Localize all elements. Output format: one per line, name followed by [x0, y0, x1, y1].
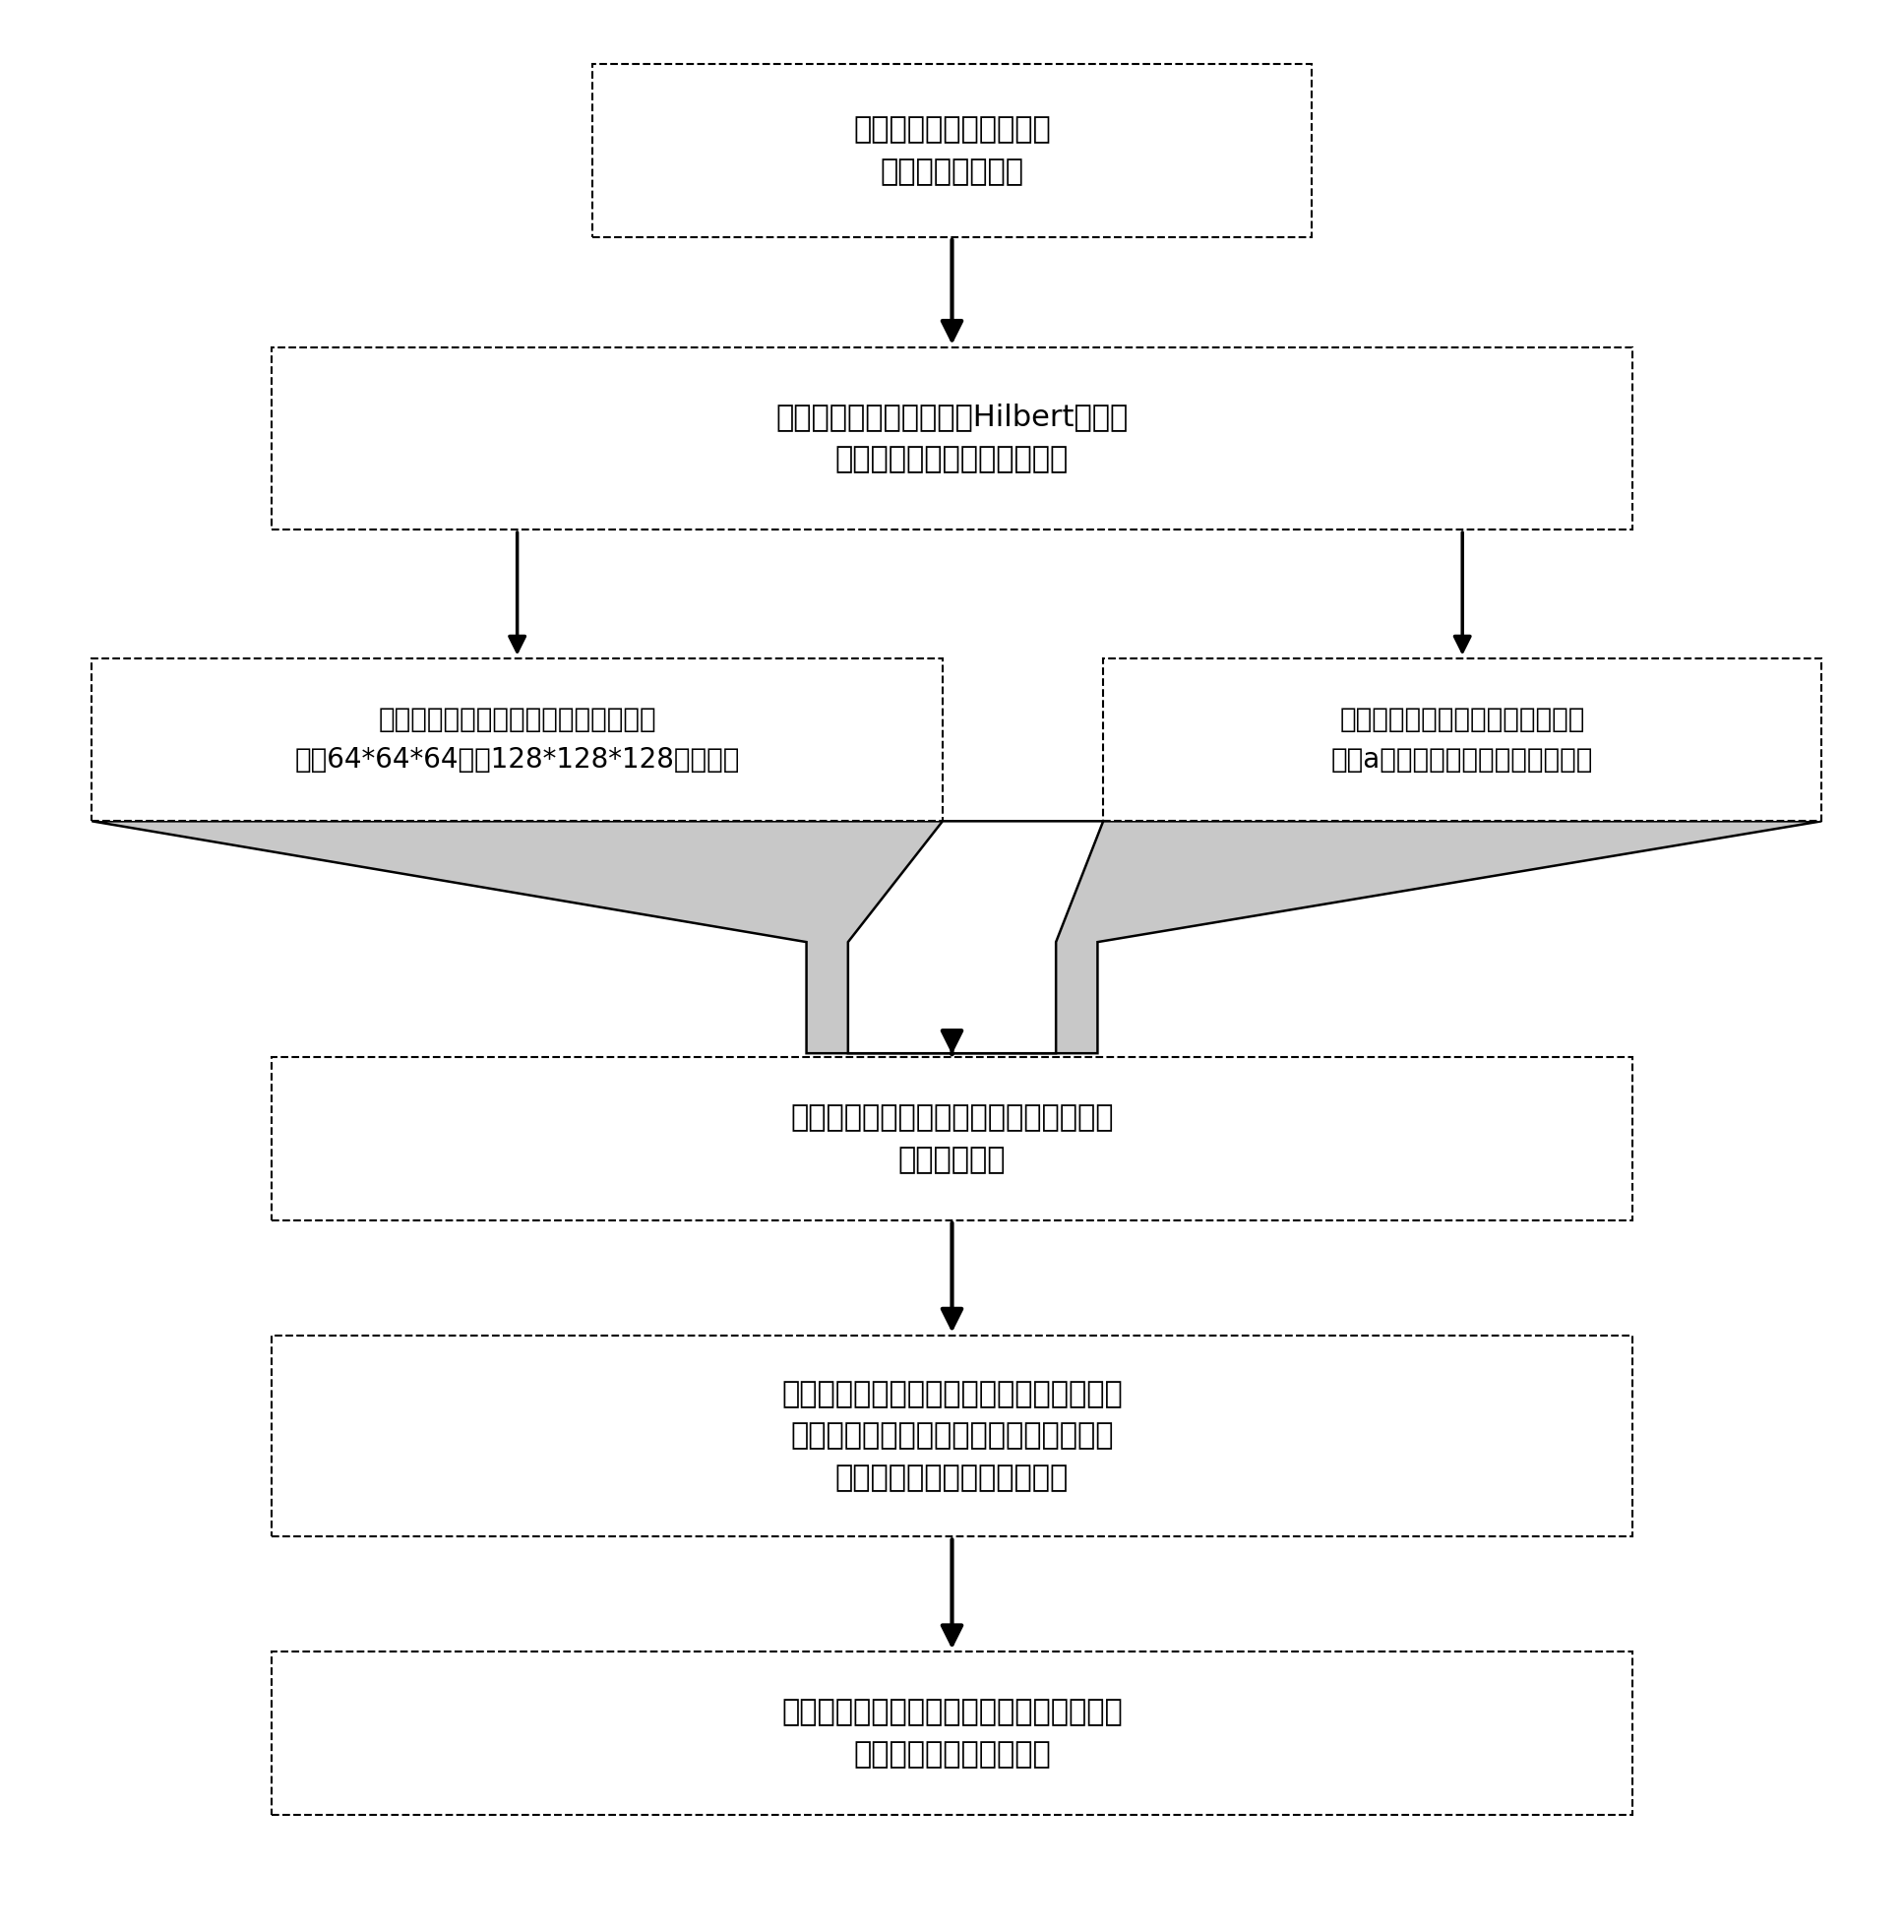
Text: 依据不连续的尺度及地质目标选择
尺度a以及倾角及方位角的搜索范围: 依据不连续的尺度及地质目标选择 尺度a以及倾角及方位角的搜索范围 — [1331, 705, 1594, 773]
Polygon shape — [91, 821, 1822, 1053]
Text: 依据每个三维相位余弦数据体子块的三维小
波变换系数模给出地震资料的不连续性度
量，得到分块不连续性数据体: 依据每个三维相位余弦数据体子块的三维小 波变换系数模给出地震资料的不连续性度 量… — [781, 1379, 1123, 1492]
Bar — [91, 659, 942, 821]
Bar — [592, 64, 1312, 238]
Text: 地震数据的采集及预处理
得到三维地震数据: 地震数据的采集及预处理 得到三维地震数据 — [853, 116, 1051, 185]
Text: 对每个三维相位余弦数据体子块进行三维
连续小波变换: 对每个三维相位余弦数据体子块进行三维 连续小波变换 — [790, 1103, 1114, 1175]
Bar — [272, 1057, 1632, 1221]
Text: 将各个分块不连续性数据体进行拼接，得到
地震资料的不连续数据体: 将各个分块不连续性数据体进行拼接，得到 地震资料的不连续数据体 — [781, 1698, 1123, 1768]
Polygon shape — [847, 821, 1102, 1053]
Text: 对三维地震数据每道进行Hilbert变换，
以此得到三维相位余弦数据体: 对三维地震数据每道进行Hilbert变换， 以此得到三维相位余弦数据体 — [775, 404, 1129, 473]
Bar — [272, 1652, 1632, 1814]
Text: 将三维相位余弦数据体进行分块，得到
多个64*64*64或者128*128*128大的子块: 将三维相位余弦数据体进行分块，得到 多个64*64*64或者128*128*12… — [295, 705, 741, 773]
Bar — [272, 348, 1632, 529]
Bar — [1102, 659, 1822, 821]
Bar — [272, 1335, 1632, 1536]
